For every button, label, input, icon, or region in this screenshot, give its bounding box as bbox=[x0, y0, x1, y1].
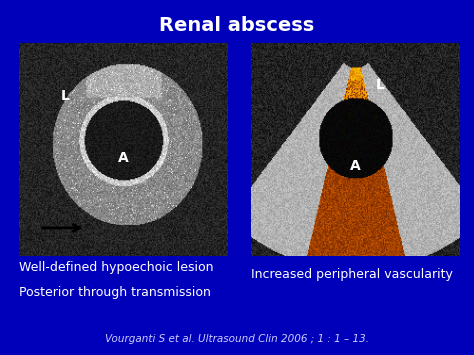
Text: Well-defined hypoechoic lesion: Well-defined hypoechoic lesion bbox=[19, 261, 213, 274]
Text: A: A bbox=[350, 159, 361, 173]
Text: A: A bbox=[118, 151, 128, 165]
Text: Posterior through transmission: Posterior through transmission bbox=[19, 286, 211, 299]
Text: L: L bbox=[60, 89, 69, 103]
Text: L: L bbox=[376, 78, 385, 92]
Text: Renal abscess: Renal abscess bbox=[159, 16, 315, 35]
Text: Vourganti S et al. Ultrasound Clin 2006 ; 1 : 1 – 13.: Vourganti S et al. Ultrasound Clin 2006 … bbox=[105, 334, 369, 344]
Text: Increased peripheral vascularity: Increased peripheral vascularity bbox=[251, 268, 453, 281]
